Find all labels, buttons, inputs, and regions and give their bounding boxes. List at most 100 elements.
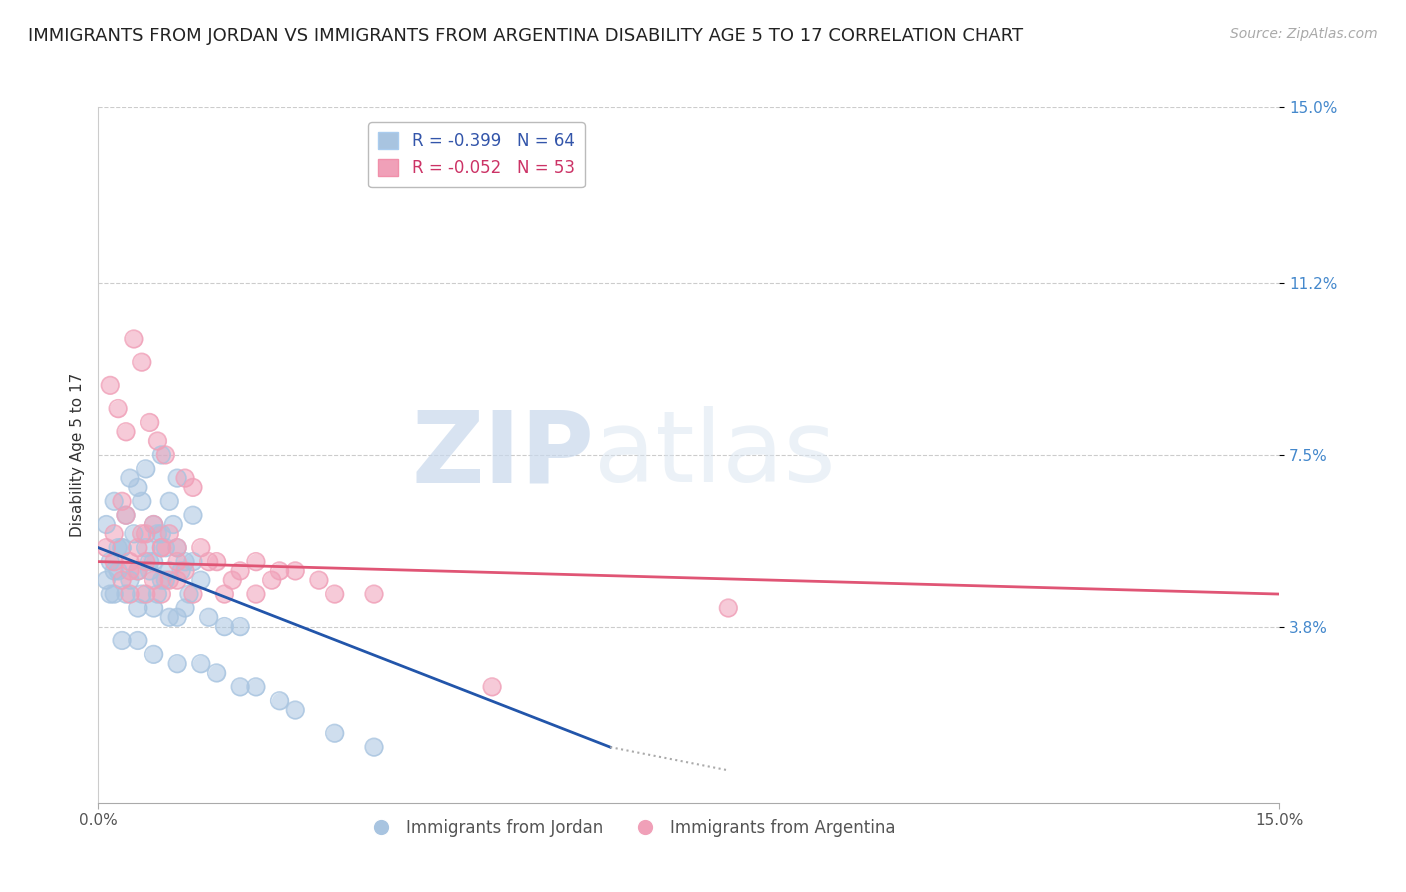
Point [103, 587, 125, 601]
Point [155, 573, 177, 587]
Point [363, 740, 385, 755]
Point [127, 601, 149, 615]
Point [146, 587, 169, 601]
Point [146, 526, 169, 541]
Point [135, 555, 157, 569]
Point [221, 573, 243, 587]
Point [197, 555, 219, 569]
Point [166, 555, 188, 569]
Point [166, 555, 188, 569]
Point [181, 508, 204, 523]
Point [131, 587, 153, 601]
Point [221, 573, 243, 587]
Point [150, 573, 173, 587]
Point [157, 610, 180, 624]
Point [229, 680, 252, 694]
Point [166, 471, 188, 485]
Point [323, 587, 346, 601]
Point [162, 517, 184, 532]
Point [138, 555, 160, 569]
Text: ZIP: ZIP [412, 407, 595, 503]
Point [96, 541, 118, 555]
Point [245, 555, 267, 569]
Point [155, 448, 177, 462]
Point [308, 573, 330, 587]
Point [122, 332, 145, 346]
Point [245, 587, 267, 601]
Point [103, 555, 125, 569]
Point [205, 555, 228, 569]
Point [155, 541, 177, 555]
Point [142, 517, 165, 532]
Point [190, 657, 212, 671]
Point [111, 573, 134, 587]
Point [111, 541, 134, 555]
Point [481, 680, 503, 694]
Point [103, 494, 125, 508]
Point [111, 494, 134, 508]
Point [157, 573, 180, 587]
Point [181, 508, 204, 523]
Point [98, 587, 121, 601]
Point [146, 587, 169, 601]
Point [135, 555, 157, 569]
Point [107, 401, 129, 416]
Point [118, 573, 141, 587]
Point [229, 680, 252, 694]
Point [323, 726, 346, 740]
Point [118, 555, 141, 569]
Point [205, 665, 228, 680]
Point [205, 665, 228, 680]
Point [127, 601, 149, 615]
Point [122, 526, 145, 541]
Point [260, 573, 283, 587]
Point [107, 401, 129, 416]
Point [323, 587, 346, 601]
Point [131, 355, 153, 369]
Text: atlas: atlas [595, 407, 837, 503]
Point [150, 526, 173, 541]
Point [118, 587, 141, 601]
Point [138, 564, 160, 578]
Point [166, 541, 188, 555]
Point [127, 564, 149, 578]
Point [135, 541, 157, 555]
Point [138, 564, 160, 578]
Point [174, 555, 197, 569]
Point [181, 480, 204, 494]
Point [115, 587, 138, 601]
Point [142, 601, 165, 615]
Point [131, 587, 153, 601]
Point [166, 541, 188, 555]
Point [177, 587, 200, 601]
Point [96, 573, 118, 587]
Point [181, 555, 204, 569]
Point [157, 564, 180, 578]
Point [122, 526, 145, 541]
Point [131, 526, 153, 541]
Point [142, 573, 165, 587]
Point [269, 694, 291, 708]
Point [115, 508, 138, 523]
Point [197, 610, 219, 624]
Point [103, 555, 125, 569]
Point [115, 425, 138, 439]
Point [111, 633, 134, 648]
Point [150, 448, 173, 462]
Point [127, 564, 149, 578]
Point [118, 564, 141, 578]
Point [155, 573, 177, 587]
Point [229, 564, 252, 578]
Point [190, 541, 212, 555]
Point [96, 517, 118, 532]
Point [717, 601, 740, 615]
Point [122, 332, 145, 346]
Point [103, 526, 125, 541]
Point [150, 587, 173, 601]
Point [245, 680, 267, 694]
Point [157, 610, 180, 624]
Point [135, 541, 157, 555]
Point [103, 526, 125, 541]
Point [115, 587, 138, 601]
Point [111, 573, 134, 587]
